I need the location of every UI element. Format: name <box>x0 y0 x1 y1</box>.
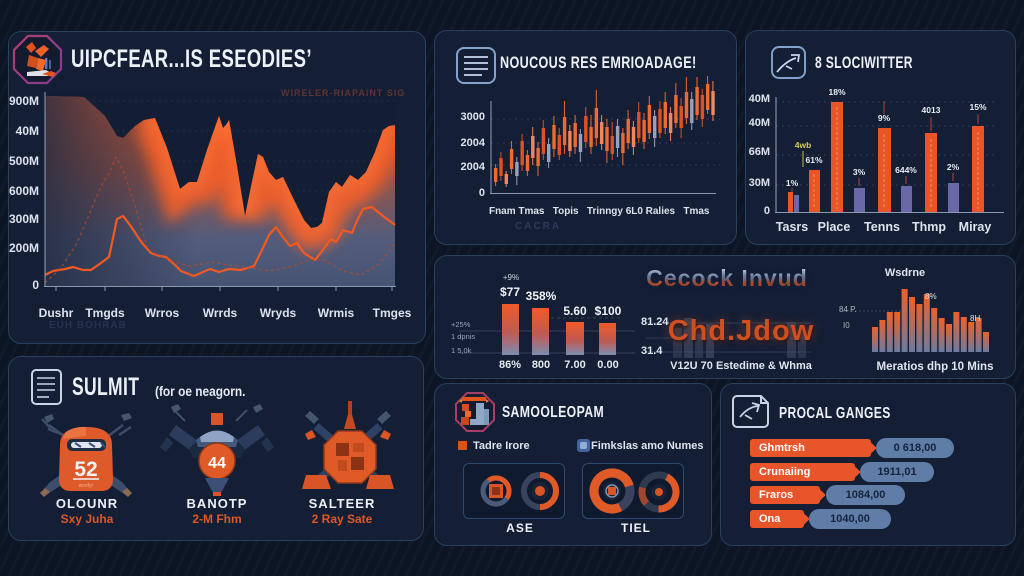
svg-text:61%: 61% <box>805 155 822 165</box>
svg-text:2%: 2% <box>947 162 960 172</box>
svg-text:9%: 9% <box>878 113 891 123</box>
svg-text:4wb: 4wb <box>795 140 812 150</box>
svg-text:1%: 1% <box>786 178 799 188</box>
svg-text:644%: 644% <box>895 165 917 175</box>
svg-text:4013: 4013 <box>922 105 941 115</box>
svg-text:18%: 18% <box>828 87 845 97</box>
svg-text:15%: 15% <box>969 102 986 112</box>
svg-text:wrxifyr: wrxifyr <box>79 483 94 489</box>
svg-text:3%: 3% <box>853 167 866 177</box>
svg-text:44: 44 <box>208 455 226 472</box>
svg-text:52: 52 <box>74 458 97 481</box>
